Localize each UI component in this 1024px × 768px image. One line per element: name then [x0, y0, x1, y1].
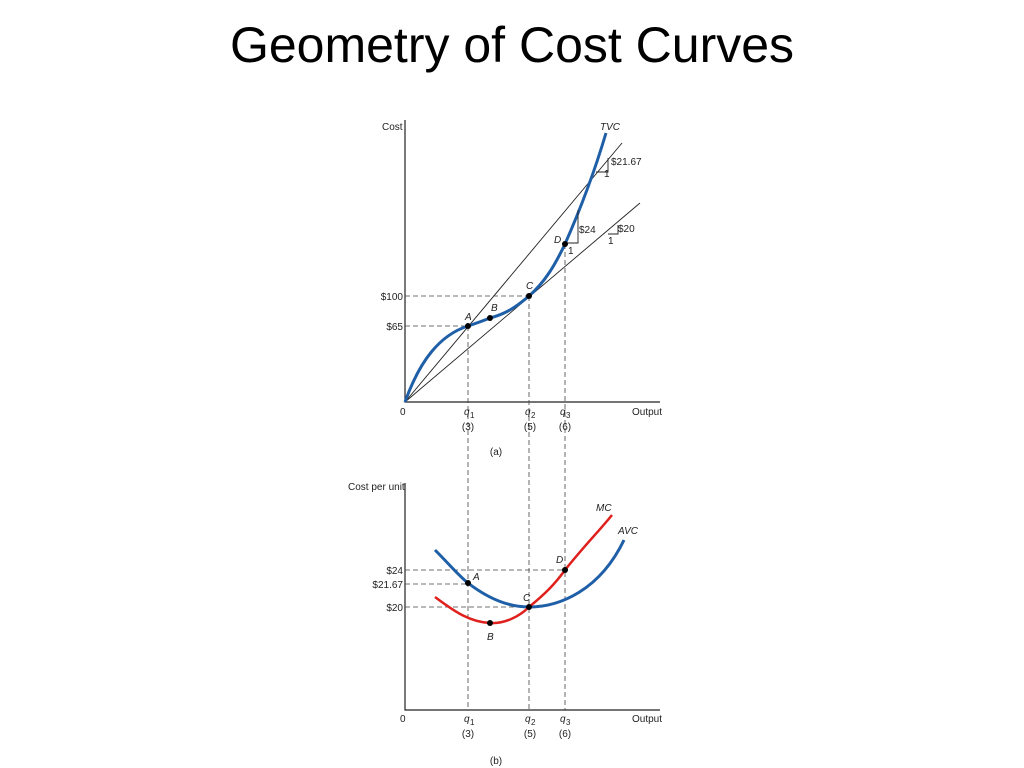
- q-sub: 1: [470, 718, 475, 727]
- points: [465, 567, 568, 626]
- point-label: B: [487, 632, 494, 643]
- x-ticks: q 1 (3) q 2 (5) q 3 (6): [462, 714, 571, 740]
- q-n: (5): [524, 422, 536, 433]
- point-label: A: [472, 572, 480, 583]
- y-tick-label: $24: [386, 566, 403, 577]
- axes: [404, 483, 660, 711]
- curve-label: MC: [596, 503, 612, 514]
- slope-triangles: [566, 158, 619, 244]
- q-n: (3): [462, 729, 474, 740]
- slide-title: Geometry of Cost Curves: [230, 17, 794, 73]
- avc-curve: [433, 539, 626, 609]
- q-n: (5): [524, 729, 536, 740]
- x-label: Output: [632, 714, 662, 725]
- origin: 0: [400, 714, 406, 725]
- q: q: [525, 714, 531, 725]
- q-sub: 3: [566, 718, 571, 727]
- slope-rise: $24: [579, 225, 596, 236]
- tvc-curve: [403, 132, 608, 403]
- point-label: D: [554, 235, 561, 246]
- y-tick-label: $100: [381, 292, 404, 303]
- drop-lines: [467, 244, 566, 710]
- origin: 0: [400, 407, 406, 418]
- point-label: C: [523, 593, 531, 604]
- q-n: (6): [559, 729, 571, 740]
- points: [465, 241, 568, 329]
- q: q: [464, 714, 470, 725]
- point-label: C: [526, 281, 534, 292]
- slope-rise: $20: [618, 224, 635, 235]
- q-n: (6): [559, 422, 571, 433]
- q-sub: 1: [470, 411, 475, 420]
- caption: (b): [490, 756, 502, 767]
- x-label: Output: [632, 407, 662, 418]
- point-label: B: [491, 303, 498, 314]
- slope-rise: $21.67: [611, 157, 642, 168]
- panel-b: Cost per unit Output 0 MC AVC A B C D $2…: [348, 482, 662, 767]
- curve-label: TVC: [600, 122, 621, 133]
- q: q: [525, 407, 531, 418]
- slope-run: 1: [604, 169, 610, 180]
- guide-lines: [405, 295, 529, 327]
- x-ticks: q 1 (3) q 2 (5) q 3 (6): [462, 407, 571, 433]
- y-label: Cost: [382, 122, 403, 133]
- y-tick-label: $65: [386, 322, 403, 333]
- q-sub: 2: [531, 718, 536, 727]
- ray-line: [404, 142, 623, 403]
- q-sub: 2: [531, 411, 536, 420]
- y-tick-label: $21.67: [372, 580, 403, 591]
- point-label: A: [464, 312, 472, 323]
- q: q: [560, 714, 566, 725]
- q-sub: 3: [566, 411, 571, 420]
- q: q: [560, 407, 566, 418]
- slope-run: 1: [608, 236, 614, 247]
- slope-run: 1: [568, 246, 574, 257]
- guide-lines: [405, 569, 565, 608]
- panel-a: Cost Output 0 TVC A B C D $100 $65 $21.6…: [381, 120, 662, 710]
- caption: (a): [490, 447, 502, 458]
- q: q: [464, 407, 470, 418]
- point-label: D: [556, 555, 563, 566]
- q-n: (3): [462, 422, 474, 433]
- curve-label: AVC: [617, 526, 639, 537]
- y-label: Cost per unit: [348, 482, 405, 493]
- y-tick-label: $20: [386, 603, 403, 614]
